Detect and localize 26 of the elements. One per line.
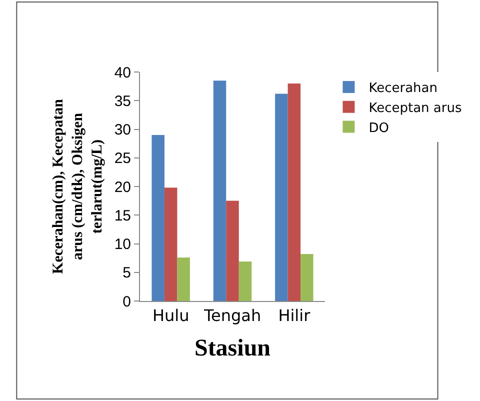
bar bbox=[226, 200, 239, 301]
y-tick-label: 0 bbox=[122, 293, 131, 310]
legend-label: DO bbox=[368, 120, 389, 136]
x-axis-title: Stasiun bbox=[194, 336, 271, 362]
y-tick-label: 20 bbox=[114, 178, 131, 196]
bar bbox=[213, 80, 226, 301]
y-tick-label: 5 bbox=[122, 264, 131, 282]
y-tick-label: 40 bbox=[114, 64, 131, 82]
x-tick-label: Hulu bbox=[152, 306, 190, 326]
bar bbox=[164, 188, 178, 301]
x-tick-label: Hilir bbox=[278, 306, 311, 326]
bar bbox=[152, 134, 164, 301]
y-axis-title: Kecerahan(cm), Kecepatan arus (cm/dtk), Oksigen terlarut(mg/L) bbox=[50, 98, 106, 274]
legend-label: Kecerahan bbox=[368, 81, 438, 96]
y-tick-label: 10 bbox=[114, 236, 131, 253]
bar bbox=[177, 257, 190, 301]
bar bbox=[288, 83, 301, 301]
bar bbox=[275, 94, 288, 301]
legend-label: Keceptan arus bbox=[368, 100, 462, 116]
bar bbox=[238, 262, 252, 301]
y-tick-label: 35 bbox=[114, 92, 131, 110]
x-tick-label: Tengah bbox=[202, 306, 262, 326]
y-tick-label: 25 bbox=[114, 150, 131, 168]
y-tick-label: 30 bbox=[114, 122, 131, 138]
bar bbox=[300, 254, 314, 301]
y-tick-label: 15 bbox=[114, 207, 131, 224]
